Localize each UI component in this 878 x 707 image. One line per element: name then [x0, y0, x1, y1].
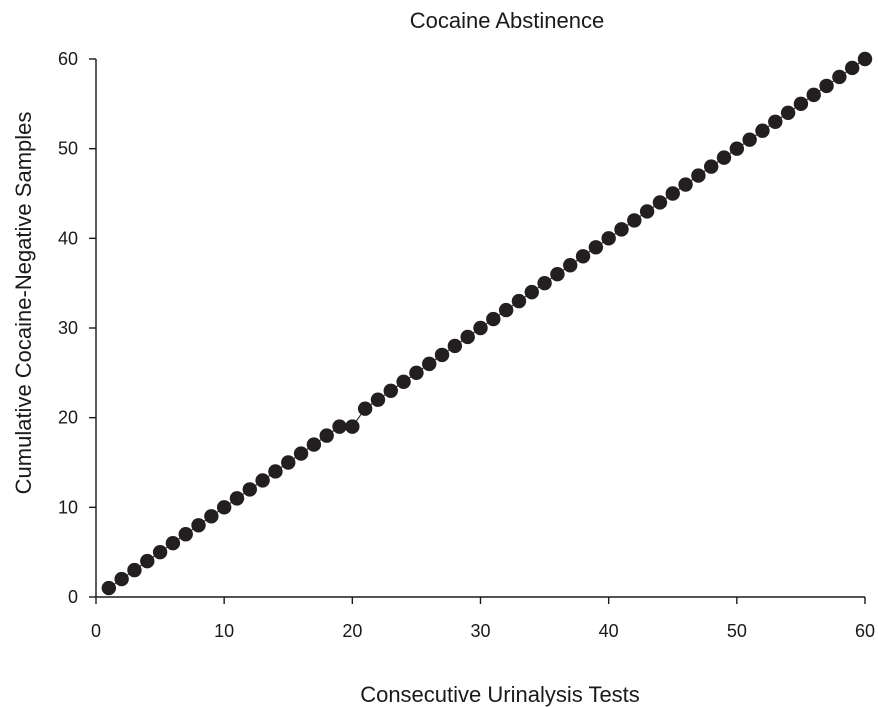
data-point [434, 347, 450, 363]
x-axis: 0 10 20 30 40 50 60 [91, 596, 875, 641]
data-point [652, 195, 668, 210]
data-point [524, 284, 539, 300]
x-tick-label: 30 [470, 621, 490, 641]
data-point [473, 320, 488, 336]
data-point [216, 500, 232, 515]
data-point [191, 518, 206, 533]
data-point [204, 509, 219, 524]
x-tick-label: 60 [855, 621, 875, 641]
data-point [550, 267, 565, 282]
data-point [357, 401, 373, 416]
x-tick-label: 40 [599, 621, 619, 641]
data-point [345, 419, 360, 434]
data-point [678, 177, 693, 192]
x-tick-label: 20 [342, 621, 362, 641]
x-tick-label: 0 [91, 621, 101, 641]
data-point [755, 123, 770, 138]
data-point [268, 464, 283, 479]
y-tick-label: 60 [58, 49, 78, 69]
data-point [370, 392, 386, 407]
data-point [819, 78, 834, 94]
data-point [704, 159, 719, 174]
data-point [319, 428, 334, 443]
data-point [152, 544, 168, 560]
data-point [639, 204, 655, 219]
data-point [255, 473, 270, 488]
data-point [293, 446, 309, 461]
x-axis-label: Consecutive Urinalysis Tests [360, 682, 640, 707]
data-point [422, 356, 437, 372]
data-point [575, 249, 591, 264]
data-point [396, 374, 411, 389]
data-point [101, 580, 117, 596]
data-point [780, 105, 796, 121]
data-point [383, 383, 398, 398]
y-axis: 0 10 20 30 40 50 60 [58, 49, 97, 607]
data-point [140, 553, 155, 569]
y-tick-label: 50 [58, 139, 78, 159]
data-point [306, 437, 322, 452]
data-point [768, 114, 783, 129]
y-axis-label: Cumulative Cocaine-Negative Samples [11, 112, 36, 495]
data-point [178, 527, 193, 542]
data-point [844, 60, 860, 76]
data-point [742, 132, 757, 147]
data-point [537, 275, 552, 291]
data-point [127, 562, 142, 578]
data-point [447, 338, 463, 354]
data-point [281, 455, 296, 470]
data-point [691, 168, 706, 183]
data-point [511, 293, 527, 309]
data-point [229, 491, 245, 506]
chart-title: Cocaine Abstinence [410, 8, 604, 33]
data-point [409, 365, 424, 381]
data-point [832, 69, 847, 85]
y-tick-label: 0 [68, 587, 78, 607]
data-point [857, 51, 873, 67]
y-tick-label: 20 [58, 408, 78, 428]
data-point [114, 571, 129, 587]
plot-area [101, 51, 873, 596]
data-point [601, 231, 616, 246]
y-tick-label: 40 [58, 228, 78, 248]
data-point [332, 419, 347, 434]
data-point [716, 150, 732, 165]
data-point [793, 96, 809, 112]
data-point [665, 186, 680, 201]
data-point [460, 329, 475, 345]
data-point [806, 87, 821, 103]
data-point [563, 258, 578, 273]
x-axis-ticks: 0 10 20 30 40 50 60 [91, 597, 875, 641]
data-point [627, 213, 642, 228]
data-point [729, 141, 745, 156]
y-tick-label: 30 [58, 318, 78, 338]
data-point [614, 222, 629, 237]
y-tick-label: 10 [58, 497, 78, 517]
data-point [486, 311, 501, 327]
data-point [165, 536, 181, 551]
data-point [498, 302, 514, 318]
x-tick-label: 10 [214, 621, 234, 641]
data-point [588, 240, 604, 255]
y-axis-ticks: 0 10 20 30 40 50 60 [58, 49, 96, 607]
data-point [242, 482, 257, 497]
x-tick-label: 50 [727, 621, 747, 641]
